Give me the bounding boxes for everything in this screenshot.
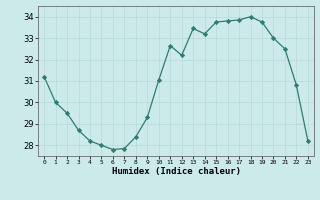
X-axis label: Humidex (Indice chaleur): Humidex (Indice chaleur)	[111, 167, 241, 176]
